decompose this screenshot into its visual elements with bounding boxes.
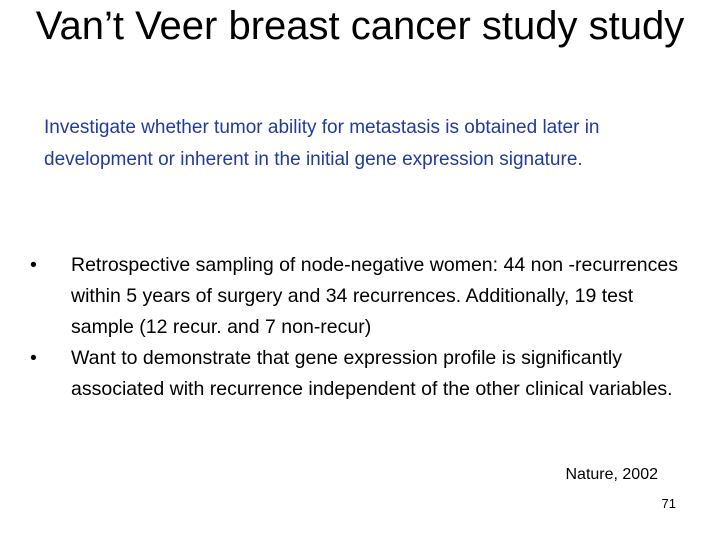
citation: Nature, 2002 [565, 466, 658, 483]
bullet-item: • Want to demonstrate that gene expressi… [30, 343, 690, 405]
bullet-list: • Retrospective sampling of node-negativ… [30, 250, 690, 405]
bullet-text: Retrospective sampling of node-negative … [71, 254, 678, 338]
intro-text: Investigate whether tumor ability for me… [44, 117, 600, 170]
bullet-text: Want to demonstrate that gene expression… [71, 347, 673, 400]
bullet-icon: • [30, 254, 37, 276]
bullet-icon: • [30, 347, 37, 369]
bullet-item: • Retrospective sampling of node-negativ… [30, 250, 690, 343]
slide-title: Van’t Veer breast cancer study study [35, 4, 685, 48]
page-number: 71 [661, 496, 676, 511]
